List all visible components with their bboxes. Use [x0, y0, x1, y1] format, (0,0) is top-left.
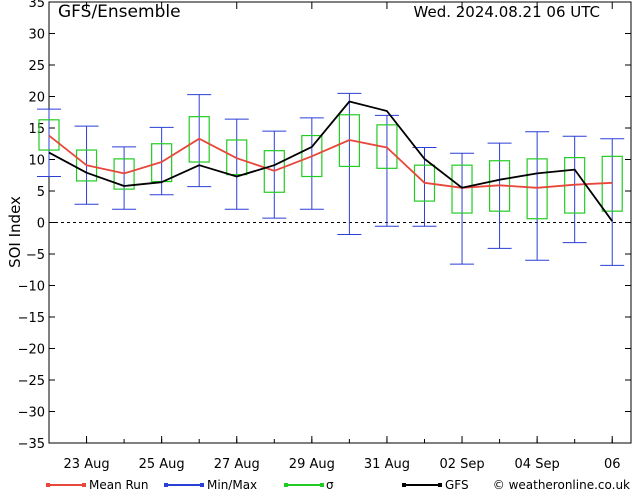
credit-label: © weatheronline.co.uk — [493, 478, 630, 490]
legend-marker-min-max-end — [200, 483, 204, 487]
chart-title: GFS/Ensemble — [58, 2, 181, 22]
series-line-mean-run — [48, 134, 613, 189]
sigma-box — [451, 164, 473, 214]
sigma-box — [263, 150, 285, 193]
legend-marker-mean-run-end — [82, 483, 86, 487]
y-tick-label: 5 — [37, 185, 45, 200]
run-time-label: Wed. 2024.08.21 06 UTC — [414, 3, 600, 21]
legend-marker-min-max-start — [164, 483, 168, 487]
y-tick-label: −35 — [18, 437, 45, 452]
x-tick-label: 06 — [604, 457, 621, 472]
y-tick-label: −20 — [18, 343, 45, 358]
legend-marker-gfs-end — [438, 483, 442, 487]
legend-marker-sigma-start — [284, 483, 288, 487]
x-tick-label: 27 Aug — [214, 457, 260, 472]
x-tick-label: 23 Aug — [64, 457, 110, 472]
y-tick-label: 20 — [28, 91, 45, 106]
sigma-box — [376, 124, 398, 169]
y-tick-label: −10 — [18, 280, 45, 295]
sigma-box — [75, 149, 98, 182]
sigma-box — [38, 119, 60, 151]
sigma-box — [526, 158, 548, 220]
legend-marker-mean-run-start — [46, 483, 50, 487]
y-tick-label: 0 — [37, 217, 45, 232]
x-tick-label: 31 Aug — [364, 457, 410, 472]
y-tick-label: 30 — [28, 28, 45, 43]
y-tick-label: 35 — [28, 0, 45, 11]
legend-marker-gfs-start — [402, 483, 406, 487]
x-tick-label: 04 Sep — [515, 457, 560, 472]
x-tick-label: 25 Aug — [139, 457, 185, 472]
sigma-box — [113, 158, 135, 190]
sigma-box — [301, 134, 323, 178]
x-tick-label: 02 Sep — [439, 457, 484, 472]
sigma-box — [226, 139, 248, 176]
y-tick-label: 25 — [28, 59, 45, 74]
sigma-box — [188, 116, 210, 163]
legend-label-sigma: σ — [326, 478, 334, 490]
y-axis-label: SOI Index — [6, 196, 24, 268]
legend: Mean Run Min/Max σ GFS © weatheronline.c… — [46, 478, 630, 490]
legend-label-mean-run: Mean Run — [89, 478, 149, 490]
legend-label-min-max: Min/Max — [207, 478, 257, 490]
series-line-gfs — [48, 100, 613, 222]
sigma-box — [413, 164, 436, 202]
y-tick-label: −15 — [18, 311, 45, 326]
y-tick-label: 10 — [28, 154, 45, 169]
x-tick-label: 29 Aug — [289, 457, 335, 472]
y-tick-label: −25 — [18, 374, 45, 389]
y-tick-label: 15 — [28, 122, 45, 137]
legend-marker-sigma-end — [320, 483, 324, 487]
y-tick-label: −30 — [18, 406, 45, 421]
y-tick-label: −5 — [26, 248, 45, 263]
sigma-box — [338, 114, 360, 168]
legend-label-gfs: GFS — [445, 478, 469, 490]
